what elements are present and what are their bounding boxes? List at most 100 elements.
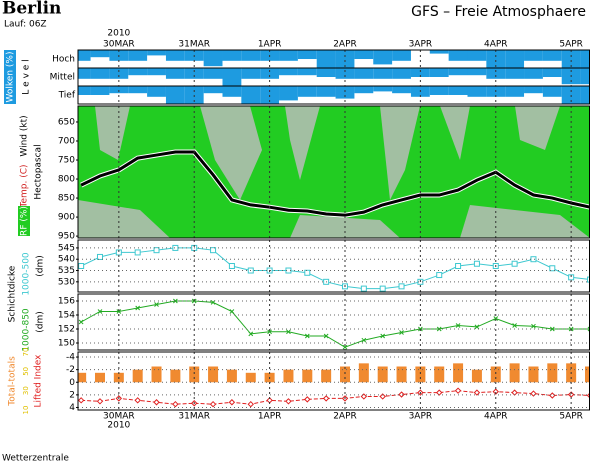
cloud-bar — [335, 50, 355, 68]
cloud-bar — [90, 68, 110, 79]
bar — [358, 363, 369, 383]
bar — [226, 369, 237, 383]
bar — [377, 366, 388, 383]
cloud-bar — [467, 68, 487, 76]
y2-tick-label: 70 — [22, 348, 30, 357]
bar — [151, 366, 162, 383]
series-line — [80, 300, 590, 348]
cloud-bar — [109, 68, 129, 79]
cloud-bar — [316, 86, 336, 97]
cloud-bar — [524, 50, 543, 61]
param-label: Wind (kt) — [20, 115, 30, 156]
marker — [436, 389, 443, 396]
y-tick-label: 156 — [58, 297, 75, 307]
y-tick-label: 150 — [58, 339, 75, 349]
marker — [587, 326, 590, 332]
sublabel: 1000-500 — [22, 252, 32, 296]
marker — [134, 249, 141, 256]
marker — [398, 391, 405, 398]
plot-area — [78, 298, 590, 350]
cloud-bar — [128, 50, 148, 61]
chart-title: GFS – Freie Atmosphaere — [411, 4, 586, 20]
cloud-bar — [580, 50, 590, 68]
cloud-bar — [128, 86, 148, 94]
marker — [304, 333, 310, 339]
bar — [415, 366, 426, 383]
marker — [78, 397, 85, 404]
bar — [208, 366, 219, 383]
marker — [342, 344, 348, 350]
cloud-bar — [429, 86, 449, 95]
y-tick-label: 535 — [58, 266, 75, 276]
level-label: L e v e l — [22, 59, 32, 94]
y-tick-label: 850 — [58, 194, 75, 204]
bar — [339, 366, 350, 383]
series-line — [80, 247, 590, 290]
cloud-bar — [392, 86, 411, 94]
cloud-bar — [486, 68, 506, 79]
marker — [173, 298, 178, 304]
bar — [321, 369, 332, 383]
y-tick-label: 2 — [69, 390, 75, 400]
plot-area — [78, 106, 590, 238]
bar — [245, 372, 256, 383]
bar — [170, 369, 181, 383]
bar — [547, 363, 558, 383]
marker — [454, 387, 462, 394]
footer: Wetterzentrale — [2, 454, 69, 464]
marker — [304, 269, 311, 276]
marker — [493, 316, 499, 321]
bar — [471, 369, 482, 383]
plot-area — [78, 50, 590, 104]
marker — [436, 272, 443, 279]
cloud-bar — [279, 50, 298, 61]
humidity-area — [285, 106, 320, 180]
cloud-bar — [203, 50, 223, 67]
x-tick-label: 2APR — [333, 412, 357, 422]
cloud-bar — [222, 50, 242, 61]
cloud-bar — [165, 50, 185, 61]
y2-tick-label: 10 — [22, 406, 30, 415]
marker — [172, 400, 179, 408]
humidity-area — [380, 106, 420, 200]
sublabel: 1000-850 — [22, 308, 32, 352]
y-tick-label: 540 — [58, 255, 75, 265]
run: Lauf: 06Z — [4, 20, 47, 30]
cloud-bar — [203, 68, 223, 79]
marker — [360, 393, 368, 400]
y-tick-label: 650 — [58, 117, 75, 127]
cloud-bar — [373, 86, 393, 92]
y-tick-label: -4 — [66, 353, 75, 363]
cloud-bar — [505, 86, 525, 97]
marker — [78, 263, 85, 269]
cloud-bar — [222, 68, 242, 86]
cloud-bar — [373, 68, 393, 79]
y2-tick-label: 50 — [22, 367, 30, 376]
x-tick-label: 1APR — [258, 40, 282, 50]
humidity-area — [200, 106, 262, 200]
bar — [132, 369, 143, 383]
marker — [361, 337, 367, 343]
marker — [399, 330, 404, 335]
bar — [509, 363, 520, 383]
bar — [189, 366, 200, 383]
cloud-bar — [505, 50, 525, 68]
marker — [568, 274, 575, 281]
x-tick-label: 31MAR — [178, 412, 210, 422]
cloud-bar — [429, 50, 449, 54]
y-axis-label: Wolken (%) — [6, 52, 16, 103]
marker — [247, 400, 254, 408]
cloud-bar — [222, 86, 242, 97]
cloud-bar — [297, 68, 317, 76]
cloud-bar — [448, 50, 468, 61]
marker — [398, 283, 405, 290]
y-axis-label: Hectopascal — [34, 144, 44, 199]
x-tick-label: 5APR — [559, 412, 583, 422]
y-tick-label: 800 — [58, 175, 75, 185]
cloud-bar — [78, 68, 91, 79]
bar — [283, 369, 294, 383]
label-box — [18, 206, 30, 236]
marker — [304, 396, 311, 403]
cloud-bar — [90, 86, 110, 95]
